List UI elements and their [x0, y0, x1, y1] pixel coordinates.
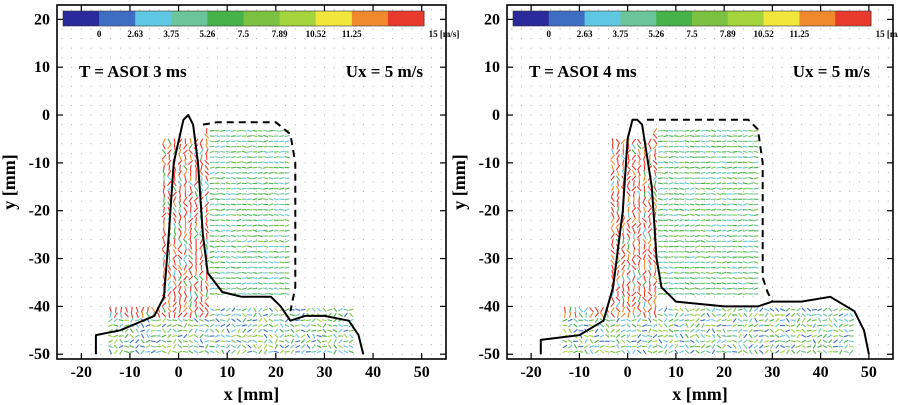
colorbar-label: 7.5: [686, 29, 698, 39]
colorbar-label: 10.52: [306, 29, 327, 39]
y-tick-label: -10: [29, 155, 50, 172]
y-tick-label: -40: [29, 298, 50, 315]
annotation-time: T = ASOI 3 ms: [79, 62, 187, 81]
colorbar-swatch: [835, 11, 872, 26]
annotation-velocity: Ux = 5 m/s: [346, 62, 424, 81]
colorbar-swatch: [620, 11, 657, 26]
x-tick-label: -20: [520, 364, 541, 381]
x-tick-label: 20: [716, 364, 732, 381]
colorbar-swatch: [727, 11, 765, 26]
colorbar-swatch: [135, 11, 172, 26]
y-tick-label: 0: [492, 107, 500, 124]
y-tick-label: 20: [484, 11, 500, 28]
y-tick-label: -10: [479, 155, 500, 172]
y-tick-label: 0: [42, 107, 50, 124]
colorbar-label: 2.63: [577, 29, 593, 39]
colorbar-swatch: [171, 11, 208, 26]
colorbar-swatch: [692, 11, 729, 26]
y-axis-title: y [mm]: [0, 154, 19, 209]
y-tick-label: 20: [34, 11, 50, 28]
colorbar-label: 15 [m/s]: [429, 29, 460, 39]
y-tick-label: -20: [479, 203, 500, 220]
annotation-velocity: Ux = 5 m/s: [793, 62, 871, 81]
x-tick-label: -20: [71, 364, 92, 381]
plot-frame: [506, 4, 894, 360]
colorbar-label: 5.26: [200, 29, 216, 39]
colorbar-swatch: [387, 11, 425, 26]
colorbar-label: 0: [97, 29, 102, 39]
colorbar-swatch: [351, 11, 389, 26]
colorbar-swatch: [584, 11, 621, 26]
axes: [57, 5, 446, 359]
colorbar-label: 11.25: [790, 29, 810, 39]
colorbar-swatch: [315, 11, 353, 26]
x-tick-label: 30: [316, 364, 332, 381]
x-axis-title: x [mm]: [224, 384, 279, 404]
spray-outline-dashed: [646, 118, 774, 303]
colorbar-swatch: [99, 11, 136, 26]
colorbar-label: 5.26: [648, 29, 664, 39]
annotation-time: T = ASOI 4 ms: [529, 62, 637, 81]
x-tick-label: 40: [365, 364, 381, 381]
colorbar-label: 3.75: [613, 29, 629, 39]
y-tick-label: 10: [34, 59, 50, 76]
colorbar-swatch: [243, 11, 281, 26]
x-tick-label: 20: [268, 364, 284, 381]
y-axis-title: y [mm]: [449, 154, 469, 209]
y-tick-label: -50: [479, 346, 500, 363]
spray-outline-dashed: [202, 121, 297, 312]
y-tick-label: -30: [479, 251, 500, 268]
colorbar-swatch: [513, 11, 550, 26]
colorbar-label: 3.75: [163, 29, 179, 39]
y-tick-label: -20: [29, 203, 50, 220]
colorbar-swatch: [63, 11, 100, 26]
colorbar-label: 2.63: [127, 29, 143, 39]
x-tick-label: 0: [175, 364, 183, 381]
x-tick-label: 10: [219, 364, 235, 381]
colorbar-label: 7.89: [720, 29, 736, 39]
x-tick-label: 30: [764, 364, 780, 381]
colorbar-swatch: [548, 11, 586, 26]
spray-outline-solid: [94, 114, 365, 355]
chart-panel-2: 0 2.63 3.75 5.26 7.5 7.89 10.52 11.25 15 [m/s] T …: [449, 4, 898, 404]
colorbar: 0 2.63 3.75 5.26 7.5 7.89 10.52 11.25 15 [m/s]: [512, 10, 898, 39]
colorbar-label: 15 [m/s]: [876, 29, 898, 39]
y-tick-label: -30: [29, 251, 50, 268]
y-tick-label: 10: [484, 59, 500, 76]
colorbar-swatch: [207, 11, 244, 26]
y-tick-label: -50: [29, 346, 50, 363]
spray-outline-solid: [539, 118, 870, 355]
chart-panel-1: 0 2.63 3.75 5.26 7.5 7.89 10.52 11.25 15 [m/s] T …: [0, 4, 460, 404]
x-tick-label: 0: [624, 364, 632, 381]
x-tick-label: -10: [119, 364, 140, 381]
colorbar-label: 7.5: [238, 29, 250, 39]
x-tick-label: 50: [861, 364, 877, 381]
x-tick-label: -10: [569, 364, 590, 381]
x-tick-label: 10: [668, 364, 684, 381]
colorbar-label: 0: [547, 29, 552, 39]
x-tick-label: 40: [813, 364, 829, 381]
x-axis-title: x [mm]: [672, 384, 727, 404]
velocity-vectors: [562, 128, 855, 355]
colorbar-label: 7.89: [272, 29, 288, 39]
colorbar-swatch: [799, 11, 836, 26]
axes: [507, 5, 893, 359]
y-tick-label: -40: [479, 298, 500, 315]
colorbar-swatch: [763, 11, 800, 26]
colorbar-swatch: [656, 11, 693, 26]
colorbar-swatch: [279, 11, 317, 26]
plot-frame: [56, 4, 447, 360]
colorbar: 0 2.63 3.75 5.26 7.5 7.89 10.52 11.25 15 [m/s]: [62, 10, 460, 39]
colorbar-label: 11.25: [342, 29, 362, 39]
x-tick-label: 50: [414, 364, 430, 381]
colorbar-label: 10.52: [753, 29, 774, 39]
